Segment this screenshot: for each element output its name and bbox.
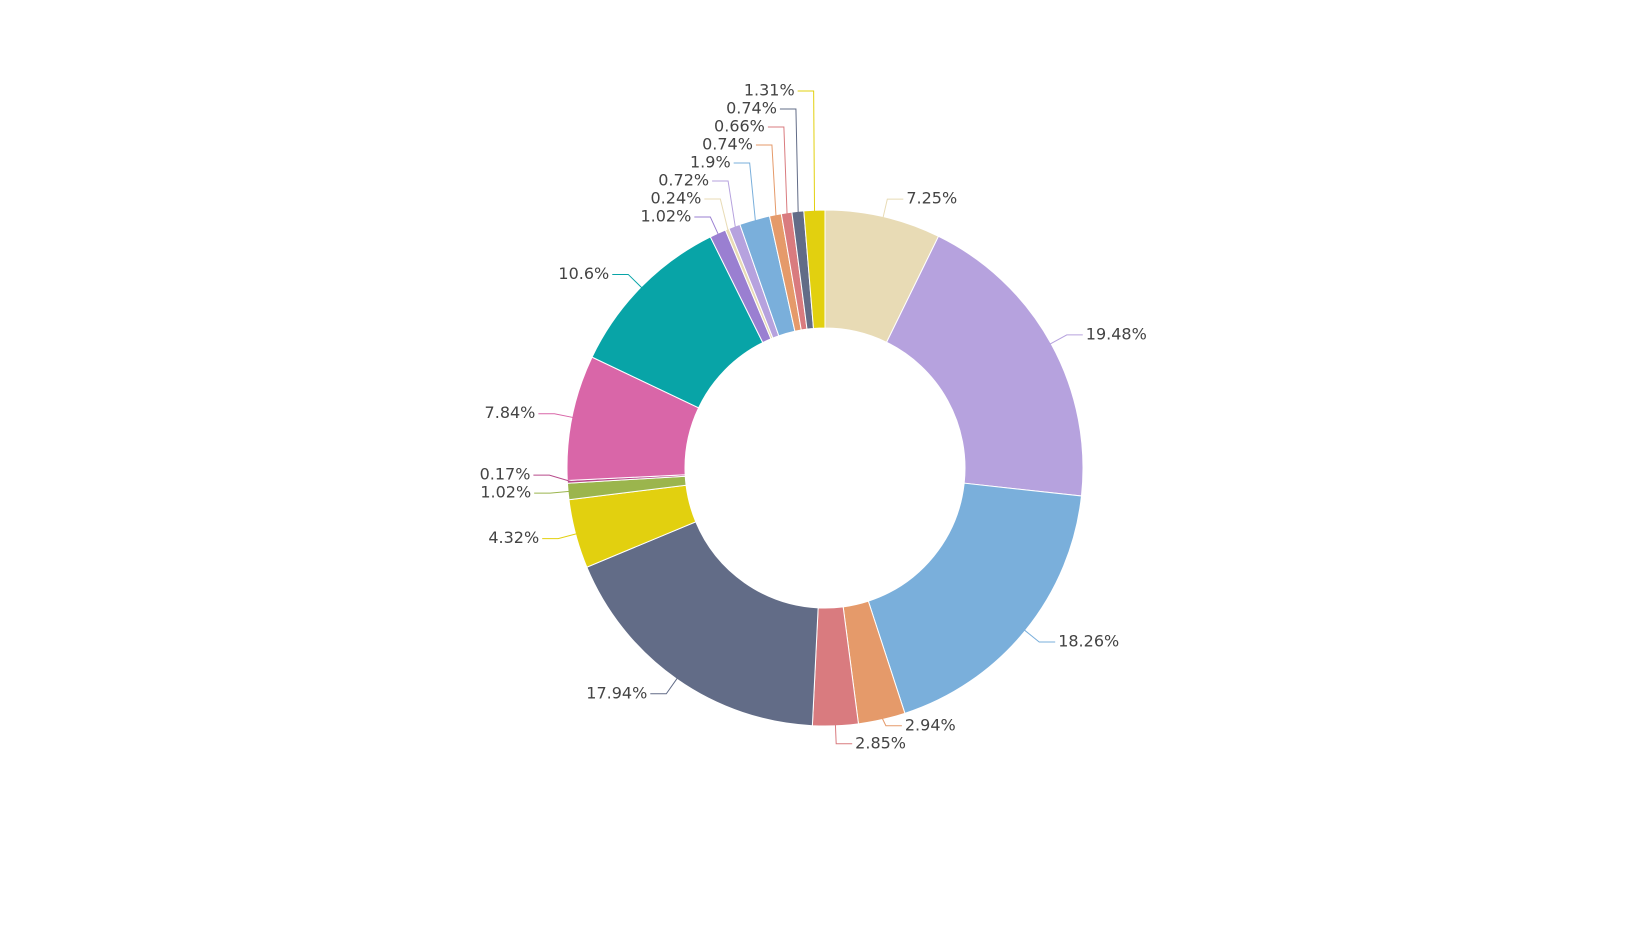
data-label: 1.31% xyxy=(744,80,795,99)
donut-slice xyxy=(586,521,819,727)
leader-line xyxy=(694,216,720,238)
data-label: 0.17% xyxy=(480,465,531,484)
leader-line xyxy=(755,144,777,219)
data-label: 4.32% xyxy=(488,528,539,547)
data-label: 17.94% xyxy=(586,683,647,702)
data-label: 1.02% xyxy=(640,206,691,225)
leader-line xyxy=(881,198,904,221)
data-label: 0.72% xyxy=(658,170,709,189)
leader-line xyxy=(542,532,580,540)
donut-slice xyxy=(885,235,1084,497)
data-label: 0.74% xyxy=(726,98,777,117)
leader-line xyxy=(767,126,788,217)
leader-line xyxy=(533,474,572,483)
donut-slice xyxy=(803,209,826,330)
data-label: 19.48% xyxy=(1086,324,1147,343)
data-label: 18.26% xyxy=(1058,632,1119,651)
leader-line xyxy=(712,180,737,231)
leader-line xyxy=(538,413,577,419)
leader-line xyxy=(1021,627,1056,643)
leader-line xyxy=(733,162,757,224)
data-label: 7.25% xyxy=(906,189,957,208)
data-label: 7.84% xyxy=(485,403,536,422)
data-label: 0.74% xyxy=(702,134,753,153)
leader-line xyxy=(834,721,853,745)
leader-line xyxy=(779,108,799,216)
leader-line xyxy=(797,90,816,215)
data-label: 1.02% xyxy=(480,483,531,502)
leader-line xyxy=(612,273,645,291)
leader-line xyxy=(704,198,730,234)
data-label: 10.6% xyxy=(558,264,609,283)
leader-line xyxy=(534,490,573,494)
leader-line xyxy=(650,675,680,695)
data-label: 2.94% xyxy=(905,715,956,734)
data-label: 0.66% xyxy=(714,116,765,135)
data-label: 2.85% xyxy=(855,733,906,752)
data-label: 0.24% xyxy=(651,188,702,207)
leader-line xyxy=(880,715,902,727)
leader-line xyxy=(1047,334,1083,346)
data-label: 1.9% xyxy=(690,152,731,171)
donut-slice xyxy=(867,482,1083,714)
